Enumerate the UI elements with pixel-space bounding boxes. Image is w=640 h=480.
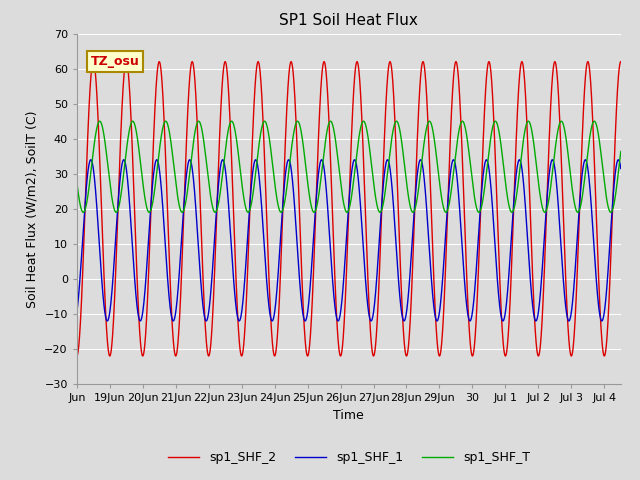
sp1_SHF_T [135,146,143,152]
sp1_SHF_1 [168,312,175,318]
sp1_SHF_2 [73,353,81,359]
sp1_SHF_T [607,209,614,215]
Title: SP1 Soil Heat Flux: SP1 Soil Heat Flux [280,13,418,28]
sp1_SHF_1 [305,295,313,301]
sp1_SHF_T [426,119,433,124]
sp1_SHF_1 [282,170,289,176]
Line: sp1_SHF_1: sp1_SHF_1 [77,160,621,321]
sp1_SHF_2 [167,300,175,306]
sp1_SHF_1 [532,318,540,324]
Line: sp1_SHF_T: sp1_SHF_T [77,121,621,212]
sp1_SHF_T [73,179,81,185]
Text: TZ_osu: TZ_osu [90,55,139,68]
sp1_SHF_T [548,174,556,180]
sp1_SHF_1 [120,157,127,163]
sp1_SHF_1 [548,157,556,163]
sp1_SHF_T [305,191,313,197]
sp1_SHF_T [145,209,153,215]
Legend: sp1_SHF_2, sp1_SHF_1, sp1_SHF_T: sp1_SHF_2, sp1_SHF_1, sp1_SHF_T [163,446,535,469]
Y-axis label: Soil Heat Flux (W/m2), SoilT (C): Soil Heat Flux (W/m2), SoilT (C) [26,110,38,308]
sp1_SHF_2 [548,88,556,94]
sp1_SHF_2 [606,273,614,278]
X-axis label: Time: Time [333,408,364,421]
sp1_SHF_1 [73,309,81,315]
sp1_SHF_2 [617,59,625,64]
sp1_SHF_1 [135,316,143,322]
sp1_SHF_2 [305,348,313,354]
sp1_SHF_1 [607,232,614,238]
sp1_SHF_T [617,149,625,155]
sp1_SHF_1 [617,166,625,171]
sp1_SHF_T [168,142,175,148]
sp1_SHF_2 [135,314,143,320]
Line: sp1_SHF_2: sp1_SHF_2 [77,61,621,356]
sp1_SHF_T [282,193,289,199]
sp1_SHF_2 [282,137,289,143]
